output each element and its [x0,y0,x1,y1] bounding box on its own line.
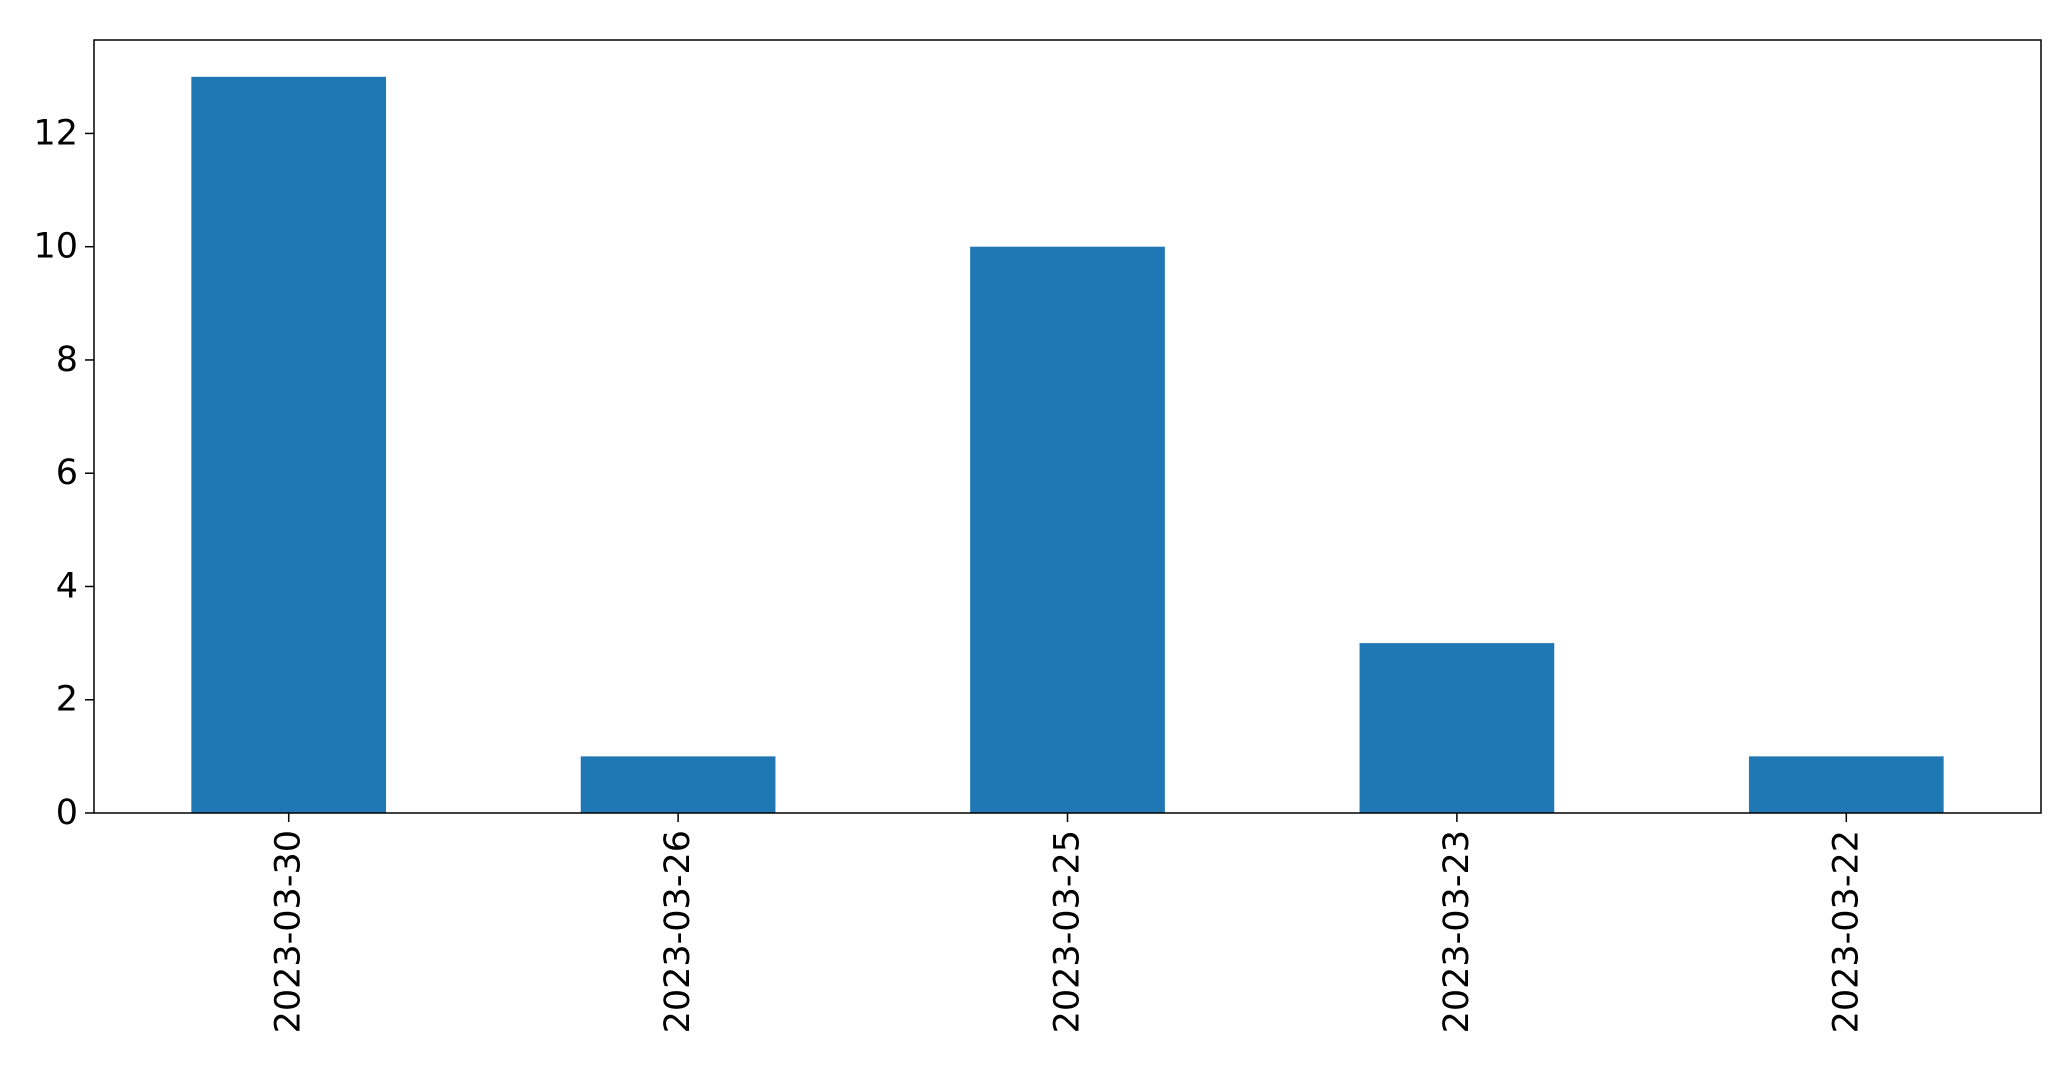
bar-2023-03-23 [1359,643,1555,813]
y-axis: 0 2 4 6 8 10 12 [33,113,94,833]
y-tick-label: 0 [56,793,78,833]
bars-layer [191,76,1944,814]
bar-2023-03-26 [580,756,776,813]
x-tick-label: 2023-03-22 [1826,830,1866,1033]
x-tick-label: 2023-03-23 [1437,830,1477,1033]
x-tick-label: 2023-03-26 [658,830,698,1033]
bar-2023-03-30 [191,76,387,814]
bar-2023-03-22 [1748,756,1944,813]
x-tick-label: 2023-03-30 [269,830,309,1033]
y-tick-label: 2 [56,680,78,720]
y-tick-label: 4 [56,566,78,606]
plot-frame [93,39,2042,814]
x-axis: 2023-03-30 2023-03-26 2023-03-25 2023-03-23… [269,813,1866,1033]
x-tick-label: 2023-03-25 [1048,830,1088,1033]
y-tick-label: 6 [56,453,78,493]
y-tick-label: 8 [56,340,78,380]
y-tick-label: 12 [33,113,78,153]
y-tick-label: 10 [33,227,78,267]
bar-2023-03-25 [970,246,1165,813]
